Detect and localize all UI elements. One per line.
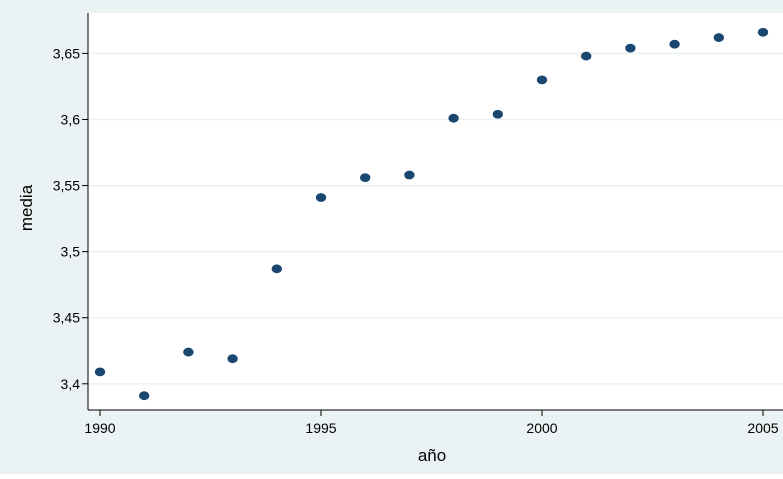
y-tick-label-4: 3,6 [61,112,81,128]
data-point-8 [448,113,459,123]
data-point-1 [139,391,150,401]
x-tick-label-2: 2000 [526,420,557,436]
data-point-14 [713,33,724,42]
data-point-10 [536,75,548,85]
gridlines [88,52,783,385]
data-point-3 [227,354,238,364]
data-point-13 [669,39,680,49]
x-tick-label-1: 1995 [305,420,336,436]
plot-area [88,13,783,410]
y-tick-label-5: 3,65 [53,45,80,61]
data-point-7 [404,170,415,180]
data-points [94,27,769,401]
y-tick-label-1: 3,45 [53,310,80,326]
data-point-6 [360,173,371,183]
data-point-12 [625,43,636,53]
data-point-0 [94,367,106,377]
y-tick-label-3: 3,55 [53,178,80,194]
data-point-2 [183,347,194,357]
data-point-4 [271,264,282,274]
data-point-9 [492,109,503,119]
tick-labels: 3,4 3,45 3,5 3,55 3,6 3,65 1990 1995 2000 2005 [53,45,779,436]
x-axis-title: año [418,446,446,465]
data-point-5 [315,193,327,202]
x-tick-label-3: 2005 [747,420,778,436]
data-point-15 [757,27,769,37]
x-tick-label-0: 1990 [84,420,115,436]
y-tick-label-0: 3,4 [61,376,81,392]
axes [82,13,783,416]
y-tick-label-2: 3,5 [61,244,81,260]
y-axis-title: media [17,184,36,231]
data-point-11 [581,51,592,61]
